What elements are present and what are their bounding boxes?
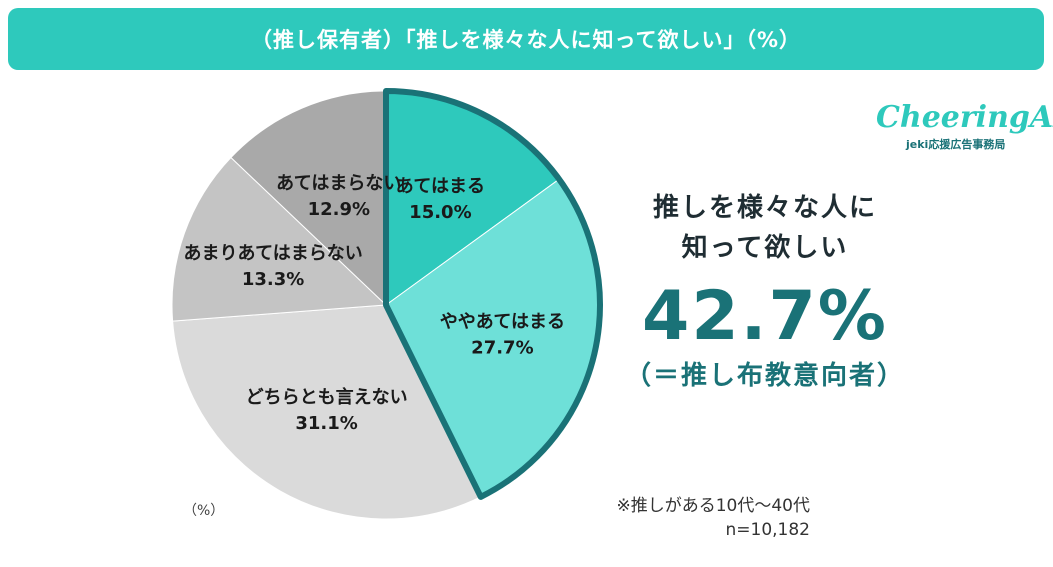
pie-slice-value-4: 13.3% xyxy=(242,269,304,290)
summary-subtitle: （＝推し布教意向者） xyxy=(624,361,905,391)
notes-line-2: n=10,182 xyxy=(725,520,810,540)
logo-subtitle: jeki応援広告事務局 xyxy=(906,138,1006,151)
pie-slice-label-2: ややあてはまる xyxy=(440,312,565,333)
pie-slice-5 xyxy=(230,90,387,307)
highlight-outline xyxy=(383,88,603,500)
chart-title: （推し保有者）「推しを様々な人に知って欲しい」（%） xyxy=(251,28,801,52)
logo-wordmark: CheeringAD xyxy=(876,100,1053,135)
cheering-ad-logo: CheeringAD jeki応援広告事務局 xyxy=(876,100,1053,164)
pie-slice-label-5: あてはまらない xyxy=(276,173,401,194)
pie-slice-value-1: 15.0% xyxy=(409,202,471,223)
summary-percentage: 42.7% xyxy=(642,277,888,356)
summary-panel: 推しを様々な人に 知って欲しい 42.7% （＝推し布教意向者） xyxy=(600,188,930,396)
summary-line-1: 推しを様々な人に xyxy=(652,193,877,223)
pie-slice-value-3: 31.1% xyxy=(295,413,357,434)
summary-line-2: 知って欲しい xyxy=(681,233,849,263)
pie-slices xyxy=(171,88,603,520)
pie-labels: あてはまる 15.0% ややあてはまる 27.7% どちらとも言えない 31.1% あまりあ… xyxy=(183,173,565,434)
pie-slice-label-3: どちらとも言えない xyxy=(246,386,408,408)
pie-slice-label-1: あてはまる xyxy=(396,176,485,197)
pie-slice-value-2: 27.7% xyxy=(471,338,533,359)
chart-title-banner: （推し保有者）「推しを様々な人に知って欲しい」（%） xyxy=(8,8,1044,70)
pie-slice-value-5: 12.9% xyxy=(308,199,370,220)
pie-slice-3 xyxy=(172,304,482,520)
notes-line-1: ※推しがある10代～40代 xyxy=(616,496,810,516)
unit-label: （%） xyxy=(183,503,225,519)
pie-slice-label-4: あまりあてはまらない xyxy=(183,243,362,264)
sample-notes: ※推しがある10代～40代 n=10,182 xyxy=(548,494,810,542)
pie-slice-4 xyxy=(171,156,388,322)
